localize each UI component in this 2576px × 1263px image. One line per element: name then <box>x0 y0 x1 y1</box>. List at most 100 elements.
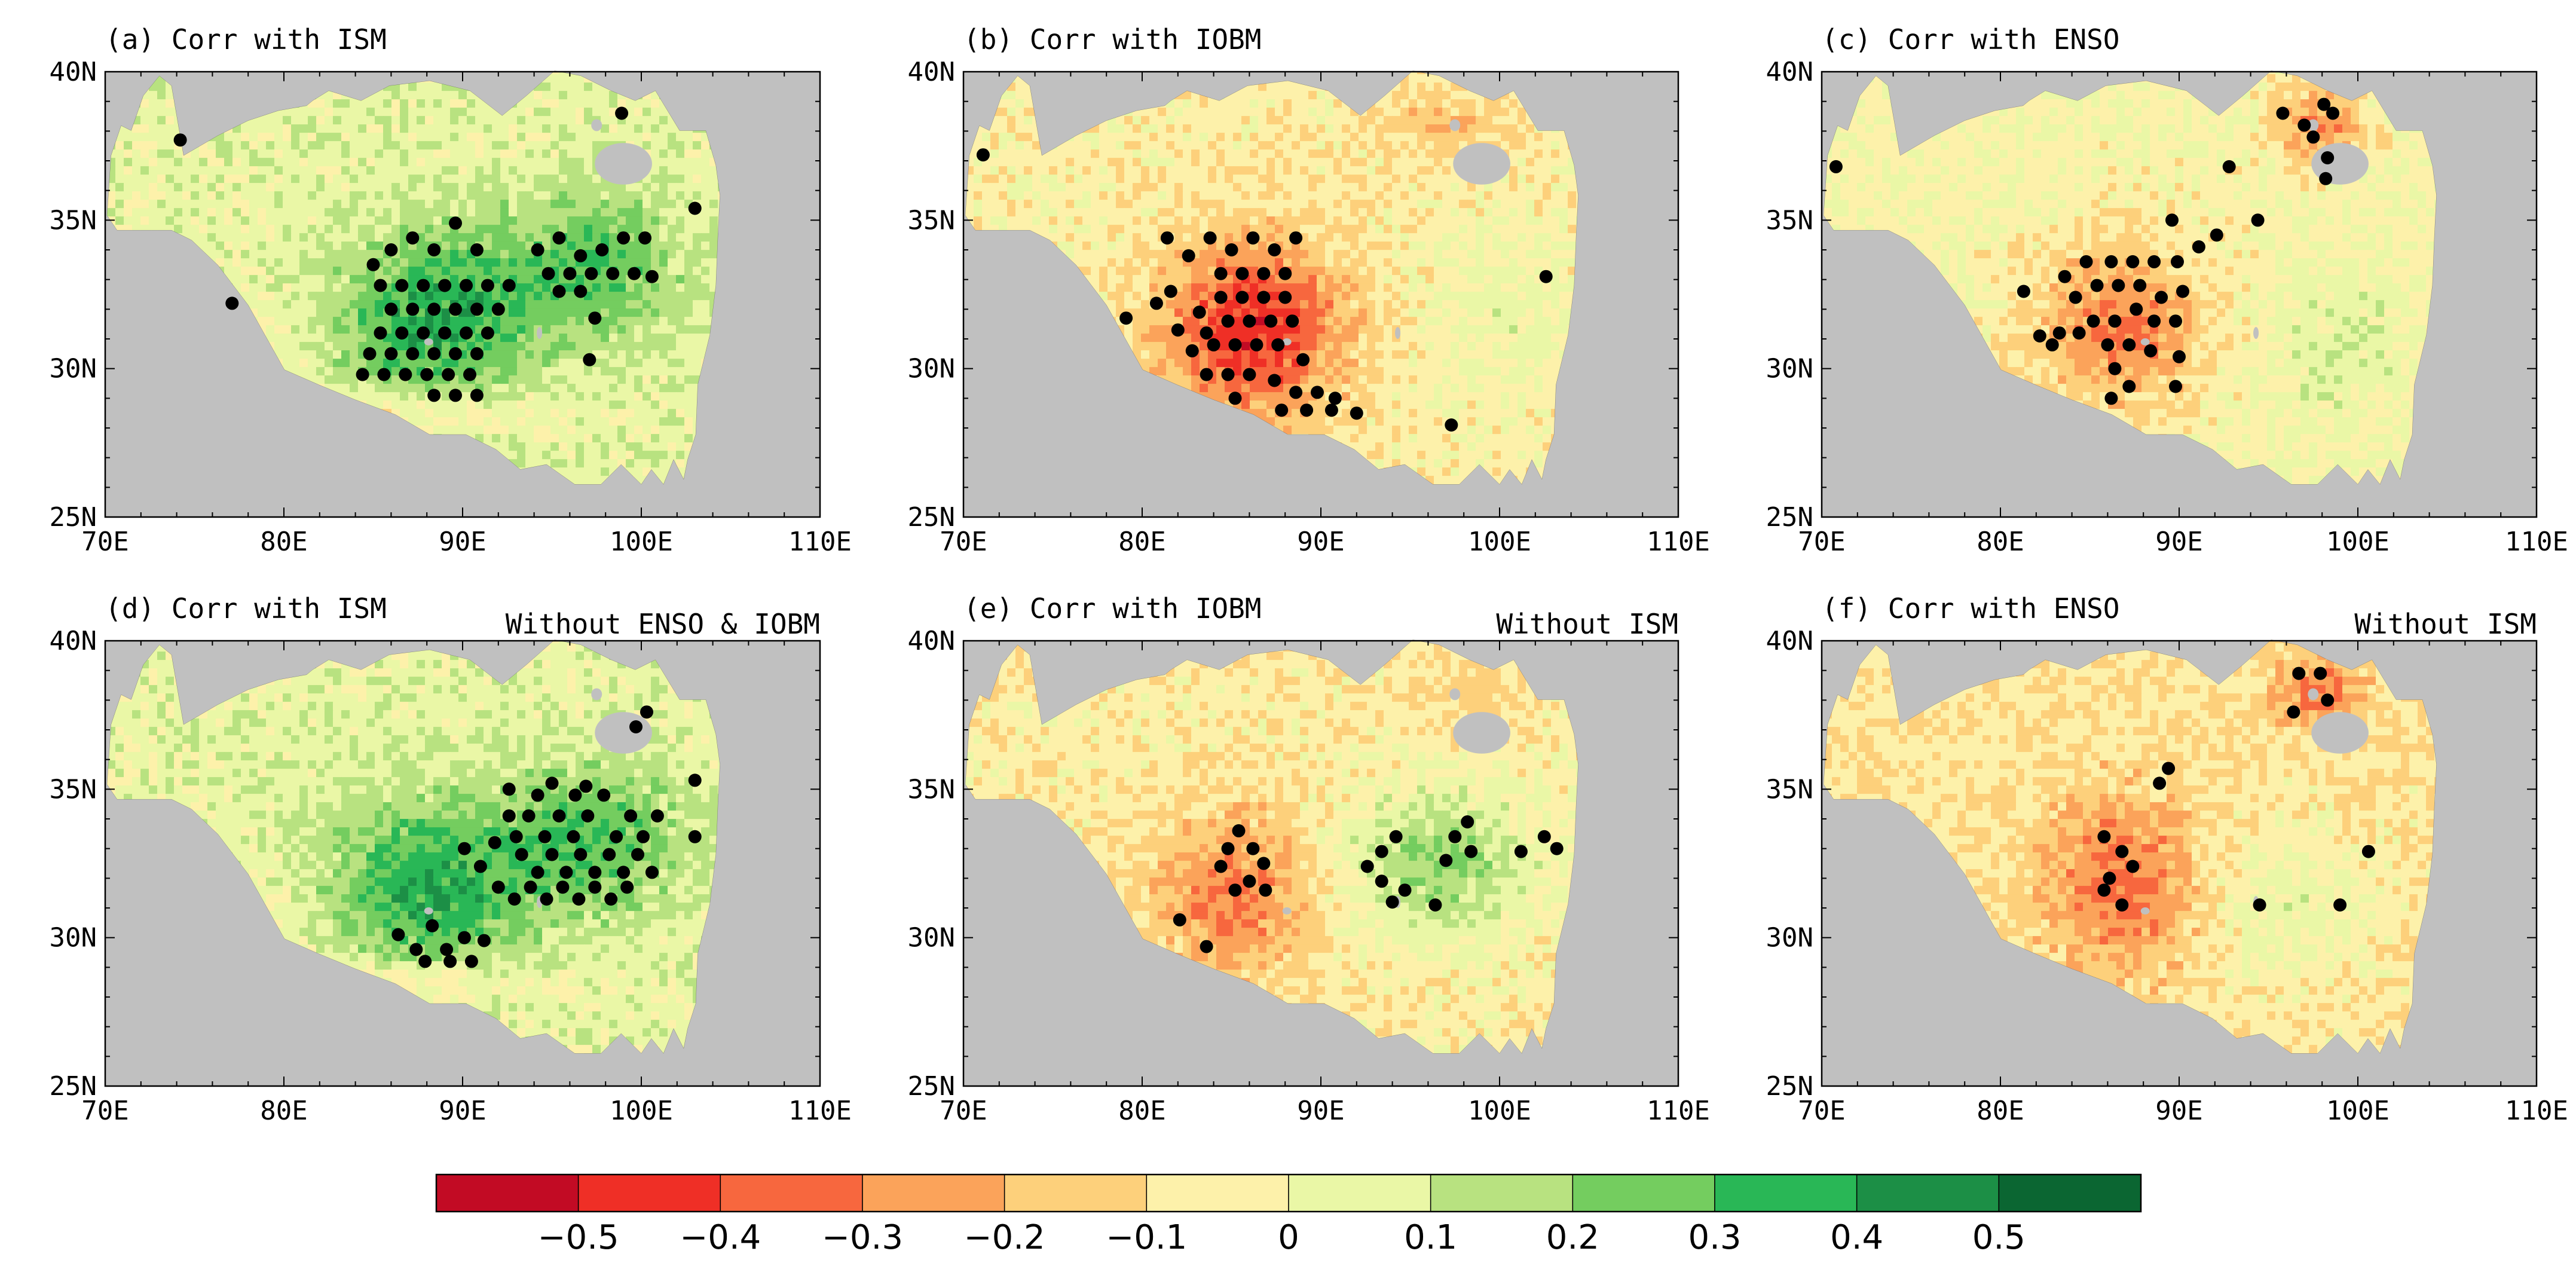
x-tick-label: 80E <box>1118 1096 1165 1126</box>
significance-dot <box>173 133 187 147</box>
significance-dot <box>2297 118 2311 132</box>
significance-dot <box>2144 344 2158 357</box>
x-tick-label: 80E <box>260 527 307 557</box>
significance-dot <box>417 326 430 340</box>
lake-0 <box>2311 712 2369 754</box>
significance-dot <box>2045 338 2059 351</box>
colorbar-bin <box>1572 1174 1715 1212</box>
x-tick-label: 110E <box>1647 527 1710 557</box>
y-tick-label: 40N <box>50 626 97 656</box>
significance-dot <box>588 866 602 879</box>
significance-dot <box>2122 338 2136 351</box>
significance-dot <box>2210 228 2223 242</box>
significance-dot <box>1539 270 1553 283</box>
significance-dot <box>556 880 570 894</box>
axis-ticks <box>105 640 821 1087</box>
significance-dot <box>2017 285 2030 298</box>
significance-dot <box>583 353 596 366</box>
colorbar-label: 0.5 <box>1972 1218 2026 1257</box>
x-tick-label: 90E <box>1297 527 1344 557</box>
significance-dot <box>1221 314 1235 328</box>
significance-dot <box>567 830 580 843</box>
significance-dot <box>574 285 588 298</box>
x-tick-label: 100E <box>2326 1096 2390 1126</box>
x-tick-label: 70E <box>81 1096 129 1126</box>
y-tick-label: 25N <box>1766 502 1813 533</box>
colorbar-label: −0.2 <box>964 1218 1045 1257</box>
significance-dot <box>2097 830 2111 843</box>
significance-dot <box>2317 97 2331 111</box>
colorbar-bin <box>1146 1174 1289 1212</box>
significance-dot <box>688 773 702 787</box>
significance-dot <box>574 249 588 262</box>
lake-2 <box>424 907 433 915</box>
significance-dot <box>1207 338 1220 351</box>
significance-dot <box>1360 860 1374 873</box>
x-tick-label: 90E <box>2155 1096 2202 1126</box>
panel-subtitle: Without ENSO & IOBM <box>506 608 820 640</box>
significance-dot <box>1829 160 1843 173</box>
significance-dot <box>602 848 616 861</box>
significance-dot <box>1278 267 1292 280</box>
significance-dot <box>1214 267 1228 280</box>
x-tick-label: 110E <box>788 1096 852 1126</box>
significance-dot <box>1246 842 1260 855</box>
significance-dot <box>559 866 573 879</box>
significance-dot <box>470 302 484 316</box>
panel-c: 70E 80E 90E 100E 110E 40N 35N 30N 25N (c) Corr wi… <box>1766 23 2568 557</box>
significance-dot <box>2147 255 2161 268</box>
colorbar-label: 0.2 <box>1546 1218 1599 1257</box>
y-tick-label: 25N <box>908 502 955 533</box>
significance-dots <box>976 148 1553 432</box>
significance-dot <box>377 368 391 381</box>
significance-dot <box>563 267 577 280</box>
axis-ticks <box>963 640 1679 1087</box>
significance-dot <box>688 201 702 215</box>
significance-dot <box>1200 326 1213 340</box>
significance-dot <box>395 279 409 292</box>
significance-dot <box>552 809 566 822</box>
significance-dot <box>502 279 516 292</box>
significance-dot <box>2058 270 2072 283</box>
x-tick-label: 90E <box>439 1096 486 1126</box>
y-tick-label: 35N <box>1766 205 1813 236</box>
panel-subtitle: Without ISM <box>1496 608 1678 640</box>
lakes <box>424 119 652 345</box>
x-tick-label: 80E <box>1118 527 1165 557</box>
colorbar-bin <box>1004 1174 1148 1212</box>
significance-dot <box>1235 267 1249 280</box>
significance-dot <box>438 279 452 292</box>
lake-0 <box>595 143 652 185</box>
significance-dot <box>460 279 473 292</box>
significance-dot <box>597 788 611 802</box>
significance-dot <box>579 779 593 793</box>
significance-dot <box>545 776 559 790</box>
significance-dot <box>1182 249 1195 262</box>
y-tick-label: 30N <box>908 354 955 384</box>
panel-title: (c) Corr with ENSO <box>1822 23 2120 56</box>
y-tick-label: 30N <box>50 354 97 384</box>
significance-dot <box>1214 290 1228 304</box>
y-tick-label: 40N <box>1766 626 1813 656</box>
significance-dot <box>515 848 528 861</box>
significance-dot <box>541 267 555 280</box>
x-tick-label: 70E <box>81 527 129 557</box>
x-tick-label: 70E <box>1798 1096 1845 1126</box>
significance-dot <box>2130 302 2143 316</box>
significance-dot <box>2097 883 2111 897</box>
significance-dot <box>2101 338 2115 351</box>
significance-dot <box>1328 392 1342 405</box>
lake-1 <box>1449 119 1461 132</box>
significance-dot <box>572 892 586 906</box>
significance-dot <box>1296 353 1310 366</box>
significance-dot <box>629 720 643 733</box>
significance-dot <box>2326 106 2340 120</box>
significance-dot <box>225 296 239 310</box>
significance-dot <box>1257 290 1271 304</box>
significance-dot <box>1243 368 1256 381</box>
significance-dot <box>1264 314 1278 328</box>
significance-dot <box>2090 279 2104 292</box>
significance-dot <box>2079 255 2093 268</box>
significance-dot <box>645 866 659 879</box>
